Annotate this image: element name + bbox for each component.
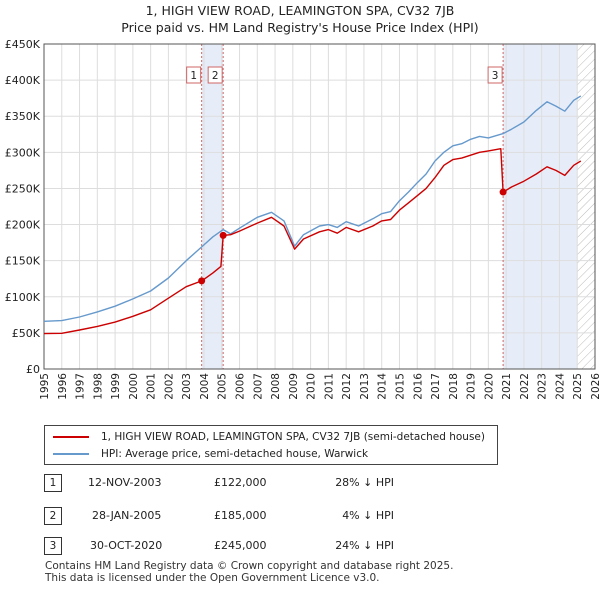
x-tick-label: 2024 (554, 373, 566, 400)
x-tick-label: 1999 (110, 373, 122, 400)
x-tick-label: 2025 (572, 373, 584, 400)
x-tick-label: 1998 (92, 373, 104, 400)
x-tick-label: 2012 (341, 373, 353, 400)
x-tick-label: 2026 (590, 373, 600, 400)
transaction-date: 30-OCT-2020 (90, 539, 163, 552)
sale-point (499, 188, 507, 196)
price-chart: £0 £50K £100K £150K £200K £250K £300K £350K £400… (5, 38, 600, 400)
x-tick-label: 2000 (128, 373, 140, 400)
y-tick-label: £250K (5, 182, 41, 195)
y-tick-label: £300K (5, 146, 41, 159)
sale-label: 2 (212, 70, 219, 82)
y-tick-label: £0 (26, 363, 40, 376)
sale-label: 3 (492, 70, 499, 82)
legend-label-hpi: HPI: Average price, semi-detached house,… (101, 448, 369, 460)
footer-licence: This data is licensed under the Open Gov… (45, 572, 380, 584)
x-tick-label: 2008 (270, 373, 282, 400)
forecast-hatch (577, 44, 595, 369)
x-tick-label: 2018 (448, 373, 460, 400)
transaction-hpi-diff: 24% ↓ HPI (335, 539, 394, 552)
x-tick-label: 2017 (430, 373, 442, 400)
x-tick-label: 2020 (483, 373, 495, 400)
transaction-price: £185,000 (214, 509, 267, 522)
transaction-price: £122,000 (214, 476, 267, 489)
sale-point (219, 231, 227, 239)
x-tick-label: 2003 (181, 373, 193, 400)
transaction-date: 12-NOV-2003 (88, 476, 162, 489)
transaction-number-badge: 2 (44, 507, 62, 525)
plot-frame (43, 43, 596, 370)
transaction-hpi-diff: 28% ↓ HPI (335, 476, 394, 489)
x-tick-label: 1997 (75, 373, 87, 400)
x-tick-label: 2007 (252, 373, 264, 400)
shaded-period (201, 44, 224, 369)
legend-item-hpi: HPI: Average price, semi-detached house,… (53, 446, 368, 462)
x-tick-label: 2002 (163, 373, 175, 400)
y-tick-label: £50K (12, 327, 41, 340)
x-tick-label: 2019 (466, 373, 478, 400)
transaction-date: 28-JAN-2005 (92, 509, 162, 522)
transaction-hpi-diff: 4% ↓ HPI (342, 509, 394, 522)
x-tick-label: 2023 (537, 373, 549, 400)
y-tick-label: £400K (5, 74, 41, 87)
sale-point (198, 277, 206, 285)
y-tick-label: £150K (5, 255, 41, 268)
legend-label-property: 1, HIGH VIEW ROAD, LEAMINGTON SPA, CV32 … (101, 431, 485, 443)
x-tick-label: 2011 (323, 373, 335, 400)
legend-item-property: 1, HIGH VIEW ROAD, LEAMINGTON SPA, CV32 … (53, 429, 485, 445)
transaction-price: £245,000 (214, 539, 267, 552)
x-tick-label: 2010 (306, 373, 318, 400)
sale-label-box (186, 66, 202, 84)
x-tick-label: 2022 (519, 373, 531, 400)
x-tick-label: 2014 (377, 373, 389, 400)
x-tick-label: 2006 (235, 373, 247, 400)
x-tick-label: 2013 (359, 373, 371, 400)
chart-legend: 1, HIGH VIEW ROAD, LEAMINGTON SPA, CV32 … (44, 425, 498, 465)
y-tick-label: £200K (5, 219, 41, 232)
x-tick-label: 2004 (199, 373, 211, 400)
x-tick-label: 2001 (146, 373, 158, 400)
x-tick-label: 2009 (288, 373, 300, 400)
chart-title-line1: 1, HIGH VIEW ROAD, LEAMINGTON SPA, CV32 … (145, 3, 455, 18)
chart-title-line2: Price paid vs. HM Land Registry's House … (121, 20, 479, 35)
legend-swatch-hpi (53, 453, 89, 455)
x-tick-label: 2016 (412, 373, 424, 400)
y-tick-label: £100K (5, 291, 41, 304)
sale-label: 1 (190, 70, 197, 82)
transaction-number-badge: 1 (44, 474, 62, 492)
x-tick-label: 2021 (501, 373, 513, 400)
x-tick-label: 2015 (394, 373, 406, 400)
footer-copyright: Contains HM Land Registry data © Crown c… (45, 560, 454, 572)
sale-label-box (487, 66, 503, 84)
x-tick-label: 1996 (57, 373, 69, 400)
transaction-number-badge: 3 (44, 537, 62, 555)
legend-swatch-property (53, 436, 89, 438)
sale-label-box (207, 66, 223, 84)
y-tick-label: £350K (5, 110, 41, 123)
y-tick-label: £450K (5, 38, 41, 51)
hpi-series-line (43, 95, 582, 322)
shaded-period (503, 44, 578, 369)
x-tick-label: 2005 (217, 373, 229, 400)
x-tick-label: 1995 (39, 373, 51, 400)
